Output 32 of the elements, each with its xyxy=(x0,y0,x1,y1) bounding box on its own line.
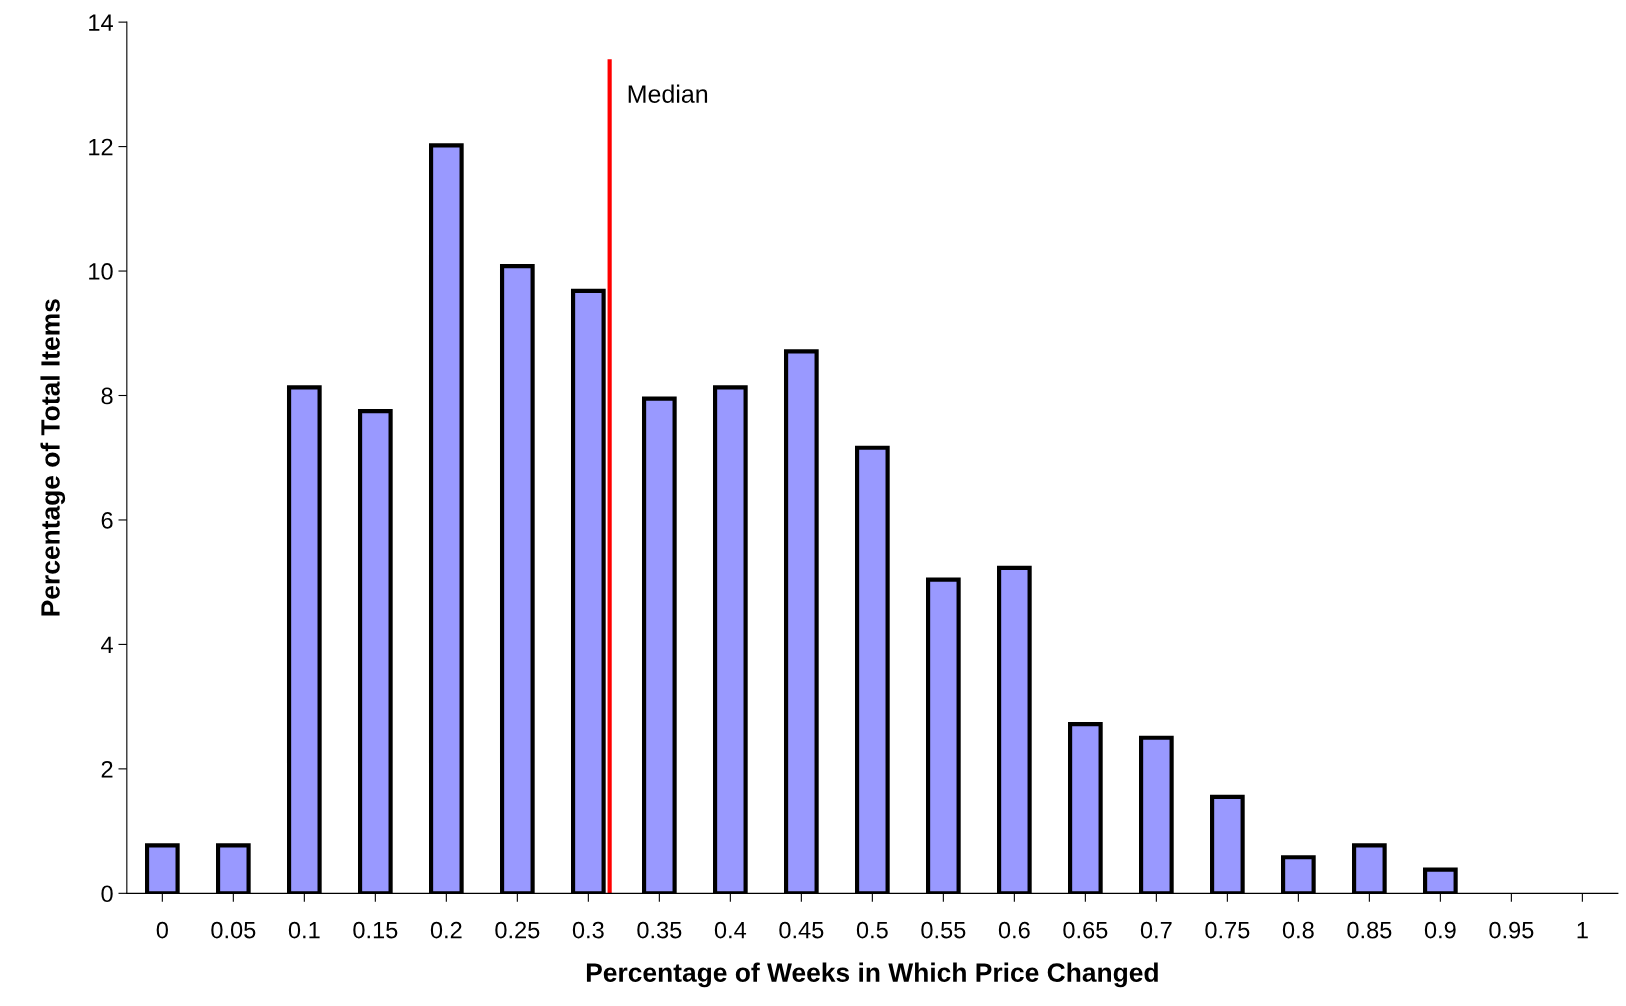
x-tick-label: 0.4 xyxy=(714,921,747,939)
x-tick-label: 0 xyxy=(156,921,168,939)
x-tick-label: 0.6 xyxy=(998,921,1030,939)
y-tick-label: 6 xyxy=(101,512,113,529)
y-axis-title: Percentage of Total Items xyxy=(40,299,66,616)
x-tick-label: 0.75 xyxy=(1205,921,1250,939)
x-tick-label: 0.7 xyxy=(1140,921,1172,939)
x-tick-label: 0.95 xyxy=(1489,921,1534,939)
ref-line-label: Median xyxy=(628,84,708,103)
y-tick-label: 8 xyxy=(101,387,113,405)
x-tick-label: 0.65 xyxy=(1063,921,1108,939)
x-tick-label: 0.05 xyxy=(211,921,256,939)
x-tick-label: 0.1 xyxy=(288,921,320,939)
x-axis-title: Percentage of Weeks in Which Price Changed xyxy=(586,962,1158,988)
x-tick-label: 0.9 xyxy=(1424,921,1456,939)
x-tick-label: 0.25 xyxy=(495,921,540,939)
x-tick-label: 0.35 xyxy=(637,921,682,939)
y-tick-label: 10 xyxy=(89,263,113,280)
y-tick-label: 14 xyxy=(89,14,113,31)
y-tick-label: 4 xyxy=(101,636,113,653)
x-tick-label: 0.3 xyxy=(572,921,604,939)
x-tick-label: 0.2 xyxy=(430,921,462,939)
y-tick-label: 2 xyxy=(101,760,113,778)
x-tick-label: 0.8 xyxy=(1282,921,1314,939)
x-tick-label: 0.45 xyxy=(779,921,824,939)
y-tick-label: 0 xyxy=(101,885,113,903)
x-tick-label: 0.55 xyxy=(921,921,966,939)
x-tick-label: 0.85 xyxy=(1347,921,1392,939)
x-tick-label: 1 xyxy=(1577,921,1588,939)
x-tick-label: 0.5 xyxy=(856,921,888,939)
y-tick-label: 12 xyxy=(89,138,113,156)
x-tick-label: 0.15 xyxy=(353,921,398,939)
